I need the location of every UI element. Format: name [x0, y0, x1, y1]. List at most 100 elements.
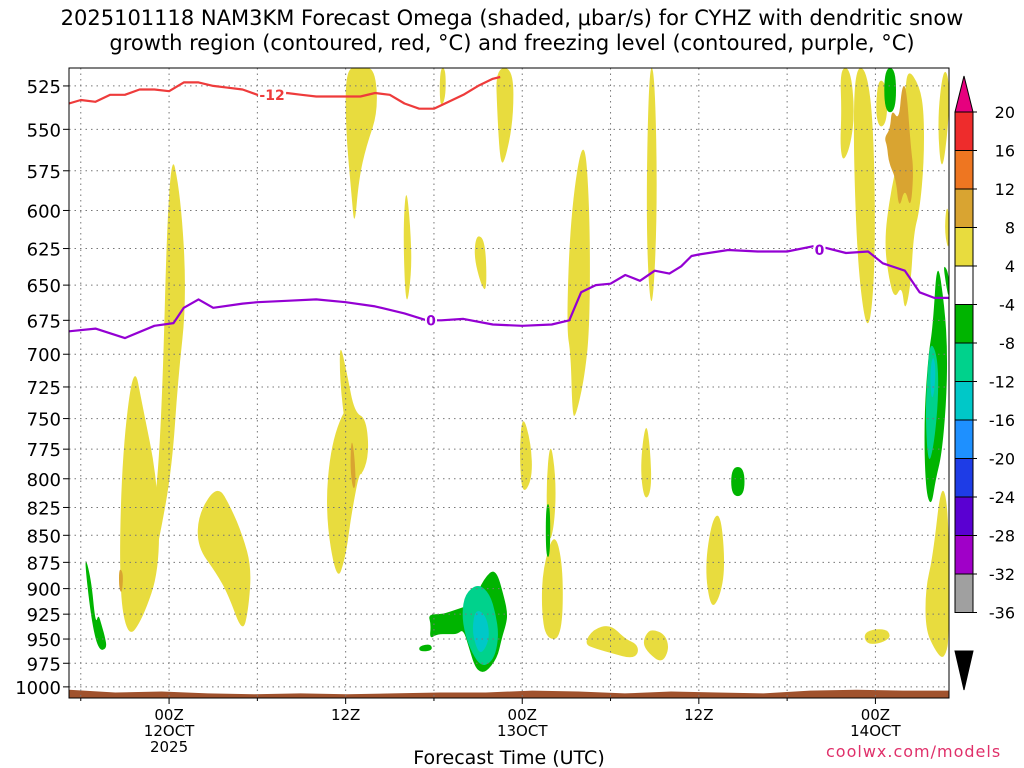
- colorbar-label-8: -16: [989, 411, 1015, 430]
- colorbar-box-2: [954, 150, 974, 190]
- colorbar-label-3: 8: [1005, 219, 1015, 238]
- omega-region-4-15: [520, 421, 532, 490]
- surface-band: [69, 689, 949, 698]
- omega-region-4-19: [706, 515, 725, 606]
- colorbar-label-7: -12: [989, 373, 1015, 392]
- colorbar-box-4: [954, 227, 974, 267]
- ytick-label-775: 775: [27, 440, 61, 461]
- omega-region-4-1: [120, 376, 159, 632]
- ytick-label-975: 975: [27, 654, 61, 675]
- chart-title-line2: growth region (contoured, red, °C) and f…: [109, 31, 915, 55]
- colorbar-label-6: -8: [999, 334, 1015, 353]
- colorbar-label-10: -24: [989, 488, 1015, 507]
- colorbar-box-11: [954, 496, 974, 536]
- colorbar-label-2: 12: [995, 180, 1015, 199]
- ytick-label-525: 525: [27, 77, 61, 98]
- ytick-label-650: 650: [27, 276, 61, 297]
- chart-title-line1: 2025101118 NAM3KM Forecast Omega (shaded…: [60, 6, 964, 30]
- colorbar-box-9: [954, 419, 974, 459]
- omega-region-4-21: [853, 68, 875, 324]
- colorbar-label-11: -28: [989, 527, 1015, 546]
- omega-region-neg4-5: [884, 68, 896, 113]
- ytick-label-750: 750: [27, 410, 61, 431]
- contour-labels: 0 0 -12: [258, 86, 826, 329]
- xtick-label-0-0: 00Z: [154, 706, 183, 724]
- omega-region-4-7: [403, 195, 412, 300]
- omega-region-neg12-0: [472, 611, 489, 652]
- colorbar-box-3: [954, 188, 974, 228]
- omega-region-4-6: [345, 68, 377, 219]
- omega-region-4-12: [474, 236, 487, 290]
- omega-region-neg4-3: [545, 504, 551, 557]
- colorbar-box-12: [954, 535, 974, 575]
- omega-region-4-18: [643, 630, 669, 661]
- contour-line-1: [69, 75, 501, 110]
- surface-layer: [69, 689, 949, 698]
- xtick-label-0-1: 12OCT: [144, 722, 195, 740]
- omega-region-neg12-1: [930, 358, 936, 398]
- xtick-label-48-1: 14OCT: [850, 722, 901, 740]
- credit-label: coolwx.com/models: [826, 742, 1002, 761]
- omega-region-4-8: [439, 68, 446, 105]
- colorbar-box-8: [954, 381, 974, 421]
- ytick-label-600: 600: [27, 201, 61, 222]
- omega-region-8-1: [350, 442, 356, 489]
- contour-label-bg-1: [813, 242, 826, 259]
- omega-region-4-9: [496, 68, 514, 163]
- omega-region-4-27: [864, 629, 890, 644]
- ytick-label-800: 800: [27, 470, 61, 491]
- colorbar-label-13: -36: [989, 604, 1015, 623]
- omega-shading-layer: [85, 68, 949, 672]
- omega-region-neg4-7: [944, 266, 949, 295]
- colorbar-box-5: [954, 265, 974, 305]
- ytick-label-875: 875: [27, 553, 61, 574]
- colorbar-top-arrow: [954, 75, 974, 113]
- omega-region-8-2: [119, 569, 123, 592]
- omega-region-neg4-2: [419, 644, 432, 652]
- omega-region-4-4: [339, 349, 369, 475]
- xtick-label-0-2: 2025: [150, 738, 188, 756]
- colorbar-label-5: -4: [999, 296, 1015, 315]
- omega-region-4-16: [541, 539, 563, 639]
- ytick-label-700: 700: [27, 345, 61, 366]
- colorbar-box-10: [954, 458, 974, 498]
- y-axis: 525 550 575 600 625 650 675 700 725 750 775 800 825 8…: [15, 77, 69, 699]
- ytick-label-950: 950: [27, 630, 61, 651]
- colorbar-box-6: [954, 304, 974, 344]
- contour-label-bg-2: [258, 86, 287, 103]
- ytick-label-550: 550: [27, 120, 61, 141]
- xtick-label-12-0: 12Z: [331, 706, 360, 724]
- colorbar-label-1: 16: [995, 142, 1015, 161]
- x-axis-label: Forecast Time (UTC): [413, 747, 604, 768]
- colorbar-label-12: -32: [989, 565, 1015, 584]
- omega-region-neg4-4: [731, 467, 745, 497]
- omega-region-8-0: [885, 85, 913, 204]
- colorbar: 20 16 12 8 4 -4 -8 -12 -16 -20 -24 -28 -32 -36: [954, 75, 1015, 691]
- omega-region-4-13: [646, 68, 657, 302]
- contour-label-bg-0: [425, 312, 438, 329]
- omega-region-4-2: [197, 490, 251, 627]
- omega-region-4-17: [586, 626, 638, 658]
- ytick-label-825: 825: [27, 498, 61, 519]
- omega-region-4-14: [641, 427, 652, 498]
- colorbar-label-9: -20: [989, 450, 1015, 469]
- contour-label-0: 0: [426, 313, 436, 329]
- ytick-label-575: 575: [27, 162, 61, 183]
- colorbar-box-7: [954, 342, 974, 382]
- xtick-label-48-0: 00Z: [861, 706, 890, 724]
- xtick-label-24-1: 13OCT: [497, 722, 548, 740]
- omega-region-4-26: [945, 208, 949, 247]
- ytick-label-625: 625: [27, 240, 61, 261]
- omega-region-4-25: [938, 71, 949, 165]
- colorbar-label-4: 4: [1005, 257, 1015, 276]
- omega-region-4-24: [925, 490, 949, 657]
- ytick-label-900: 900: [27, 580, 61, 601]
- gridlines: [69, 68, 949, 698]
- xtick-label-24-0: 00Z: [508, 706, 537, 724]
- ytick-label-1000: 1000: [15, 678, 61, 699]
- omega-region-4-5: [167, 231, 183, 348]
- omega-region-4-20: [840, 68, 854, 159]
- contour-label-2: -12: [259, 88, 284, 104]
